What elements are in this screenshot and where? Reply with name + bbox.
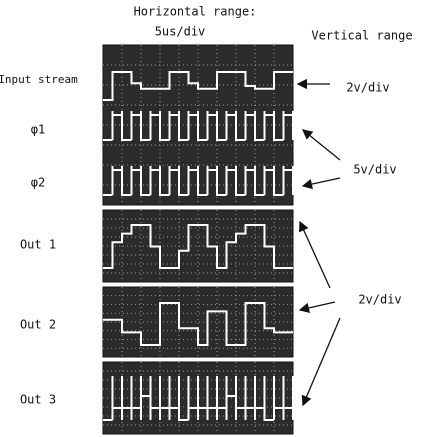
waveform [103, 166, 293, 195]
trace-label: φ1 [31, 123, 45, 137]
trace-label: Input stream [0, 73, 78, 86]
figure: Horizontal range: 5us/div Vertical range… [0, 0, 423, 437]
arrow [300, 222, 330, 288]
scale-label: 5v/div [353, 163, 396, 177]
arrow [303, 318, 340, 405]
scale-label: 2v/div [346, 81, 389, 95]
scale-label: 2v/div [358, 293, 401, 307]
scope-screens [103, 45, 293, 434]
vertical-label: Vertical range [311, 29, 412, 43]
horizontal-value: 5us/div [155, 25, 206, 39]
trace-label: Out 3 [20, 393, 56, 407]
trace-label: Out 1 [20, 238, 56, 252]
horizontal-label: Horizontal range: [134, 5, 257, 19]
arrow [303, 130, 340, 160]
waveform [103, 376, 293, 420]
waveform [103, 111, 293, 140]
trace-label: φ2 [31, 176, 45, 190]
arrow [300, 302, 335, 310]
trace-label: Out 2 [20, 318, 56, 332]
arrow [303, 178, 340, 186]
